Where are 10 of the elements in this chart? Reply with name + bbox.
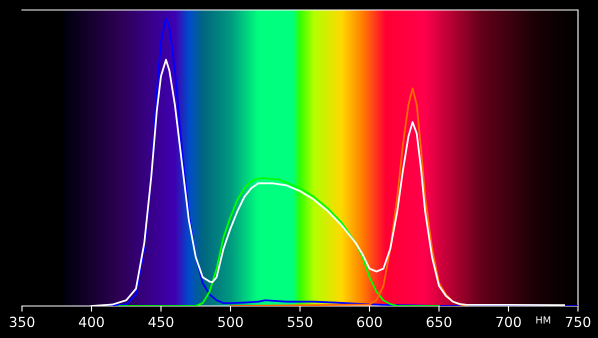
x-tick-label: 700 bbox=[496, 316, 521, 328]
x-tick-label: 500 bbox=[218, 316, 243, 328]
x-tick-label: 450 bbox=[148, 316, 174, 328]
x-axis-title: НМ bbox=[536, 316, 550, 324]
x-tick-label: 550 bbox=[288, 316, 312, 328]
x-tick-label: 650 bbox=[426, 316, 452, 328]
x-tick-label: 350 bbox=[10, 316, 34, 328]
x-tick-label: 750 bbox=[566, 316, 590, 328]
x-tick-label: 400 bbox=[78, 316, 104, 328]
x-tick-label: 600 bbox=[357, 316, 382, 328]
